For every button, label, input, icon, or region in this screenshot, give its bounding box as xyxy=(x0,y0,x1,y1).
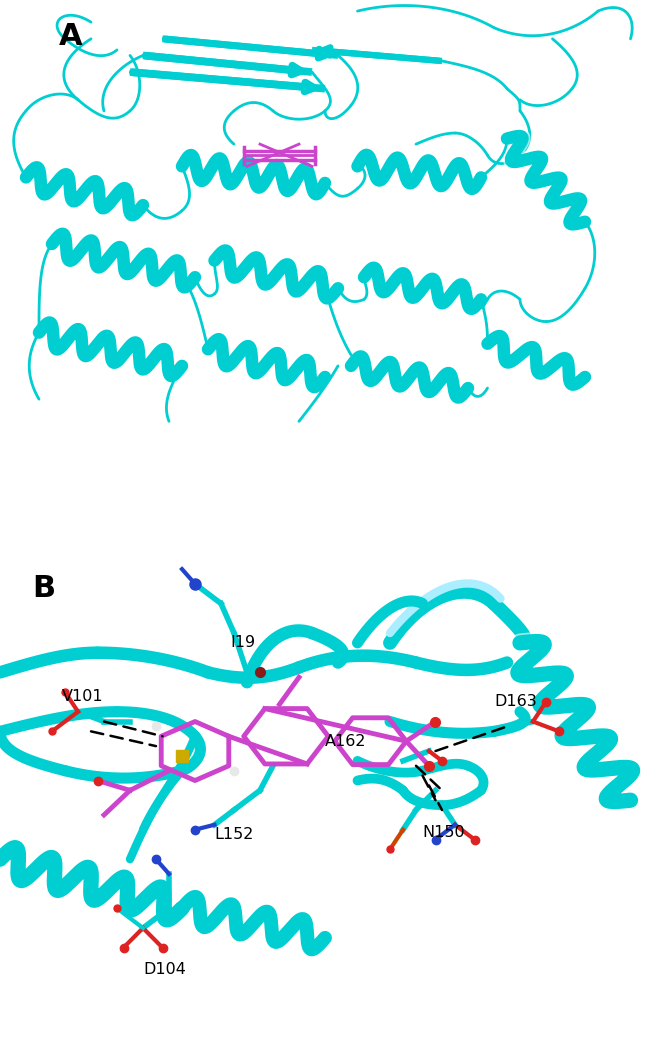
Text: A: A xyxy=(58,22,82,51)
Text: B: B xyxy=(32,574,56,604)
Text: V101: V101 xyxy=(62,689,103,704)
Text: D104: D104 xyxy=(143,962,186,977)
Text: A162: A162 xyxy=(325,733,367,749)
Text: N150: N150 xyxy=(422,824,465,840)
Text: D163: D163 xyxy=(494,695,537,709)
Text: L152: L152 xyxy=(214,827,254,842)
Text: I19: I19 xyxy=(231,635,256,651)
